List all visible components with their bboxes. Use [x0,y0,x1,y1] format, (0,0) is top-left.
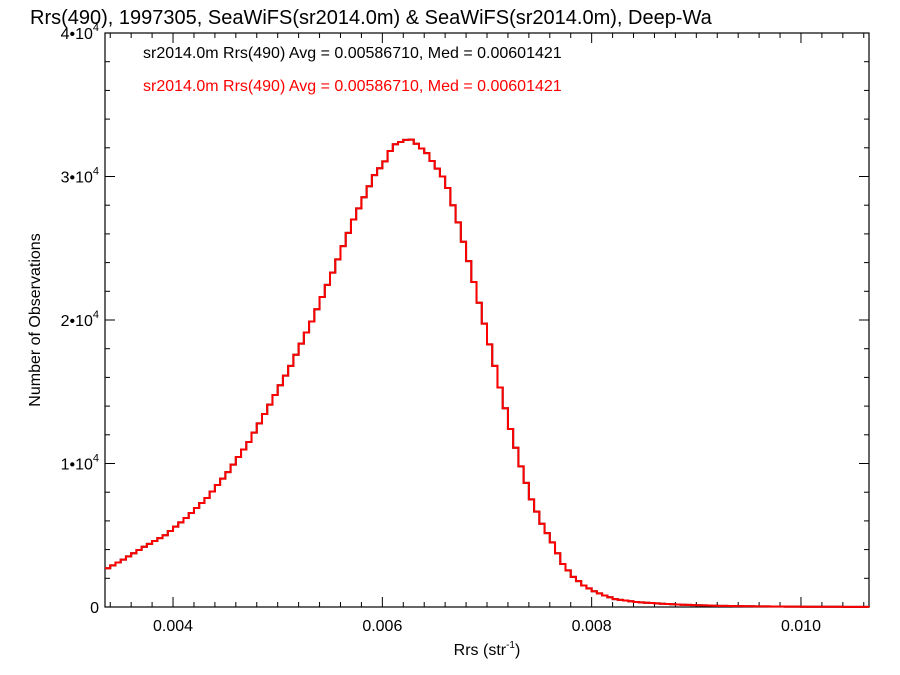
x-axis-title-sup: -1 [506,640,515,651]
y-tick-label: 3•104 [61,166,99,187]
y-tick-label-exp: 4 [93,166,99,178]
legend-entry-1: sr2014.0m Rrs(490) Avg = 0.00586710, Med… [143,45,562,62]
legend: sr2014.0m Rrs(490) Avg = 0.00586710, Med… [143,45,562,95]
x-axis-title-end: ) [515,642,520,659]
y-tick-label-base: 1•10 [61,457,93,474]
y-tick-label: 4•104 [61,22,99,43]
y-tick-label-base: 2•10 [61,313,93,330]
y-tick-label-base: 3•10 [61,170,93,187]
series-layer [105,138,870,608]
axis-ticks: 0.004 0.006 0.008 0.01001•1042•1043•1044•10… [61,22,869,635]
series-line-2 [105,138,870,608]
chart-title: Rrs(490), 1997305, SeaWiFS(sr2014.0m) & … [30,7,713,29]
y-axis-title: Number of Observations [27,233,44,406]
y-tick-label-exp: 4 [93,22,99,34]
x-tick-label: 0.008 [572,618,612,635]
x-axis-title: Rrs (str-1) [454,640,521,659]
series-line-1 [105,138,870,608]
x-axis-title-main: Rrs (str [454,642,507,659]
plot-frame [104,32,870,608]
x-tick-label: 0.010 [781,618,821,635]
legend-entry-2: sr2014.0m Rrs(490) Avg = 0.00586710, Med… [143,78,562,95]
y-tick-label-exp: 4 [93,453,99,465]
y-tick-label: 1•104 [61,453,99,474]
x-tick-label: 0.004 [153,618,193,635]
y-tick-label-base: 4•10 [61,26,93,43]
y-tick-label: 0 [90,600,99,617]
y-tick-label-base: 0 [90,600,99,617]
y-tick-label: 2•104 [61,309,99,330]
x-tick-label: 0.006 [362,618,402,635]
y-tick-label-exp: 4 [93,309,99,321]
